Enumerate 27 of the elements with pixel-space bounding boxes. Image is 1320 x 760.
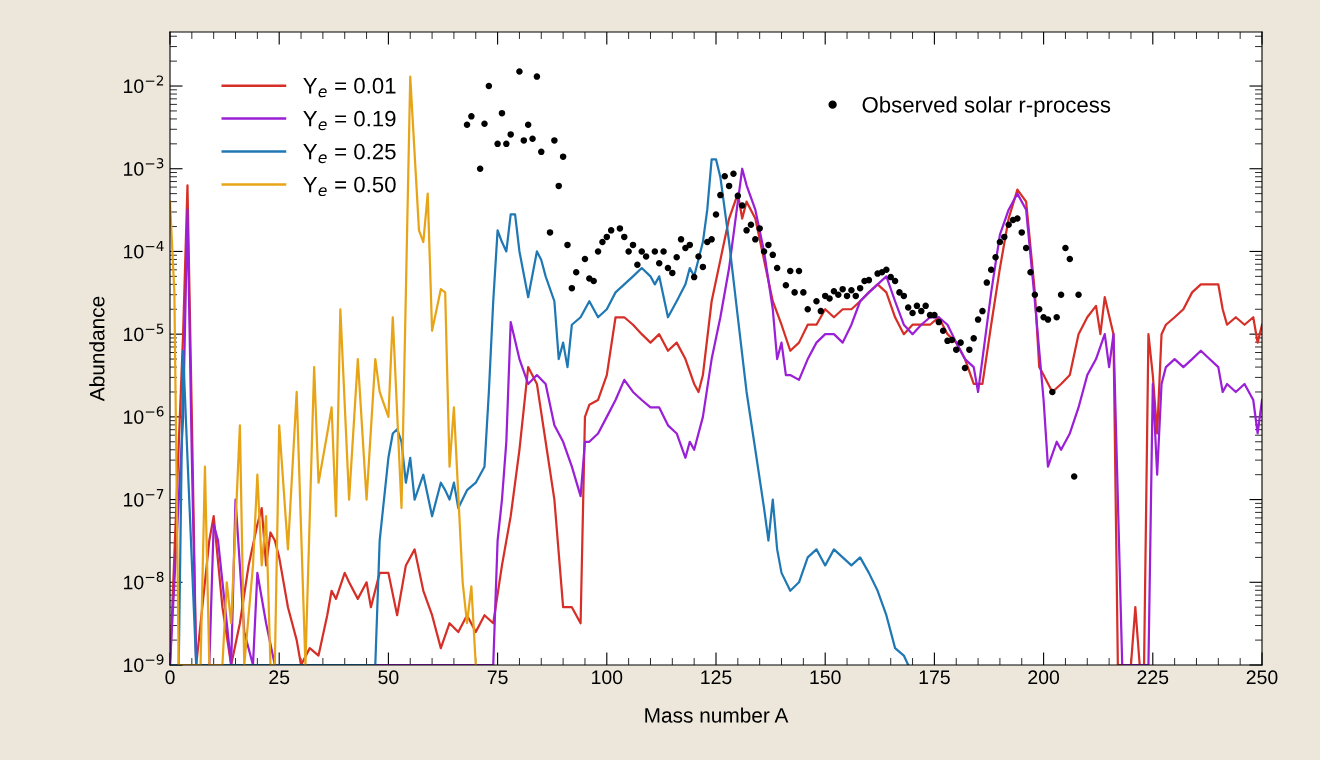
y-tick-label: 10$^{−4}$ — [124, 240, 164, 259]
legend-label: Y$_{e}$ = 0.50 — [303, 176, 396, 197]
y-tick-label: 10$^{−9}$ — [124, 654, 164, 673]
x-tick-label: 225 — [1137, 670, 1169, 685]
y-tick-label: 10$^{−3}$ — [124, 158, 164, 176]
x-tick-label: 75 — [487, 670, 508, 685]
x-tick-label: 250 — [1246, 670, 1278, 685]
y-tick-label: 10$^{−2}$ — [124, 75, 164, 94]
legend-label: Y$_{e}$ = 0.25 — [303, 143, 396, 164]
y-tick-label: 10$^{−6}$ — [124, 406, 164, 424]
y-tick-label: 10$^{−8}$ — [124, 571, 164, 590]
x-tick-label: 100 — [592, 670, 623, 685]
x-axis-title: Mass number A — [645, 707, 789, 723]
y-axis-title: Abundance — [89, 296, 105, 402]
legend-label: Y$_{e}$ = 0.01 — [303, 77, 396, 98]
x-tick-label: 150 — [810, 670, 841, 685]
y-tick-label: 10$^{−7}$ — [124, 489, 164, 507]
x-tick-label: 200 — [1028, 670, 1060, 685]
x-tick-label: 125 — [701, 670, 732, 685]
x-tick-label: 0 — [165, 670, 175, 685]
legend-label: Y$_{e}$ = 0.19 — [303, 110, 396, 131]
x-tick-label: 175 — [919, 670, 950, 685]
line-series — [170, 75, 477, 665]
x-tick-label: 25 — [269, 670, 290, 685]
legend-label: Observed solar r-process — [862, 96, 1111, 118]
y-tick-label: 10$^{−5}$ — [124, 323, 164, 342]
x-tick-label: 50 — [378, 670, 399, 685]
